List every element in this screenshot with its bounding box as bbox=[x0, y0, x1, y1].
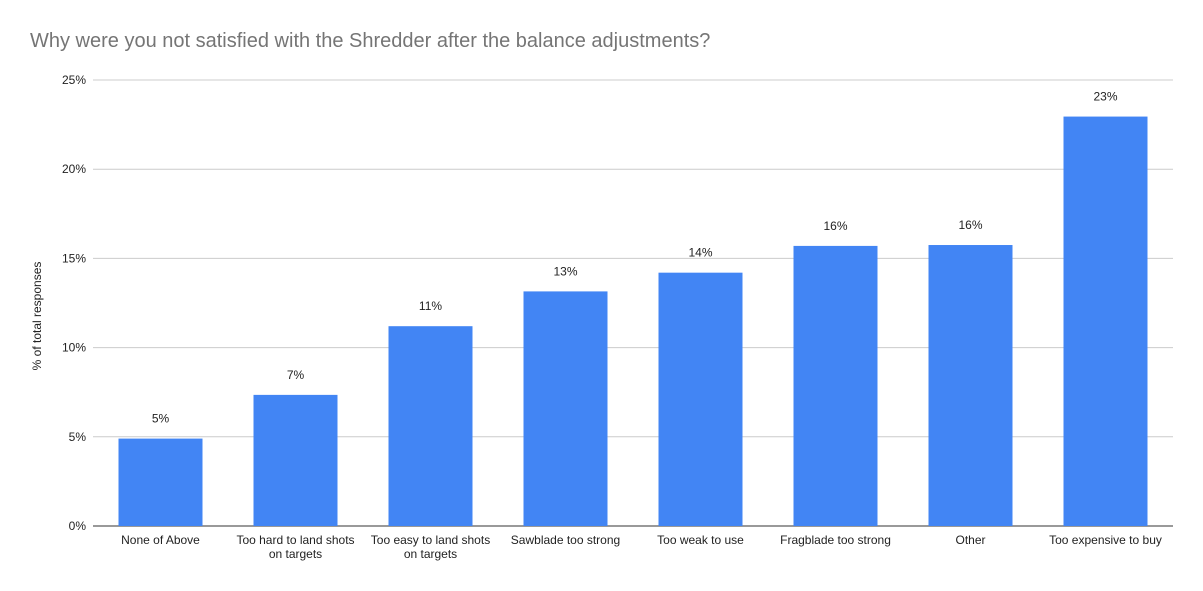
data-label: 13% bbox=[553, 264, 577, 278]
data-label: 14% bbox=[688, 246, 712, 260]
y-axis-ticks: 0% 5% 10% 15% 20% 25% bbox=[62, 73, 86, 533]
x-category-label: Sawblade too strong bbox=[511, 533, 620, 547]
y-axis-title: % of total responses bbox=[30, 262, 44, 371]
bar bbox=[118, 438, 203, 526]
x-category-label: Too hard to land shots on targets bbox=[236, 533, 354, 561]
x-axis-categories: None of Above Too hard to land shots on ta… bbox=[121, 533, 1162, 561]
bars bbox=[118, 116, 1148, 527]
bar bbox=[388, 326, 473, 526]
data-label: 23% bbox=[1093, 90, 1117, 104]
data-label: 16% bbox=[958, 218, 982, 232]
data-label: 7% bbox=[287, 368, 305, 382]
y-tick-label: 25% bbox=[62, 73, 86, 87]
bar bbox=[1063, 116, 1148, 527]
x-category-label: Other bbox=[955, 533, 985, 547]
y-tick-label: 5% bbox=[69, 430, 87, 444]
x-category-label: Too expensive to buy bbox=[1049, 533, 1162, 547]
data-labels: 5% 7% 11% 13% 14% 16% 16% 23% bbox=[152, 90, 1118, 426]
x-category-label: Fragblade too strong bbox=[780, 533, 891, 547]
data-label: 16% bbox=[823, 219, 847, 233]
x-category-label: None of Above bbox=[121, 533, 200, 547]
bar bbox=[793, 245, 878, 527]
bar bbox=[928, 245, 1013, 526]
x-category-label: Too weak to use bbox=[657, 533, 744, 547]
chart-title: Why were you not satisfied with the Shre… bbox=[30, 30, 711, 52]
y-tick-label: 10% bbox=[62, 341, 86, 355]
bar bbox=[658, 272, 743, 526]
y-tick-label: 0% bbox=[69, 519, 87, 533]
data-label: 11% bbox=[419, 299, 442, 313]
bar bbox=[523, 291, 608, 526]
data-label: 5% bbox=[152, 412, 170, 426]
x-category-label: Too easy to land shots on targets bbox=[371, 533, 490, 561]
y-tick-label: 15% bbox=[62, 251, 86, 265]
bar bbox=[253, 394, 338, 526]
y-tick-label: 20% bbox=[62, 162, 86, 176]
